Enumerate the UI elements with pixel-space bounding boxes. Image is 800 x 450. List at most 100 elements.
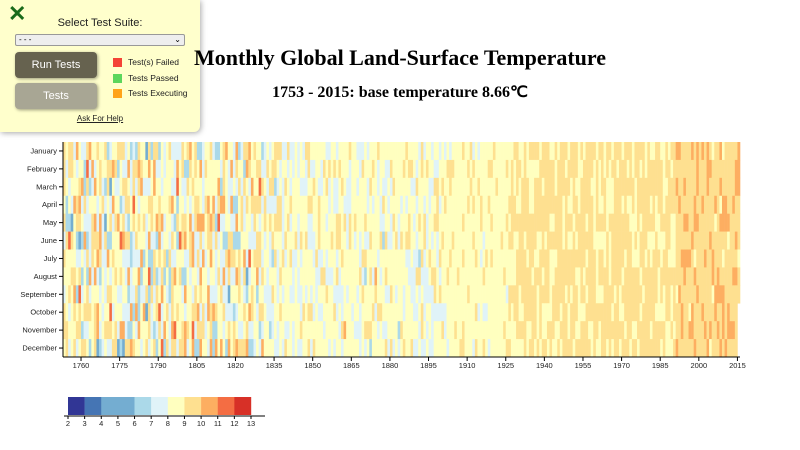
heatmap-cell[interactable] — [608, 339, 612, 358]
heatmap-cell[interactable] — [546, 231, 550, 250]
heatmap-cell[interactable] — [132, 339, 136, 358]
heatmap-cell[interactable] — [564, 142, 568, 161]
heatmap-cell[interactable] — [675, 267, 679, 286]
heatmap-cell[interactable] — [137, 267, 141, 286]
heatmap-cell[interactable] — [487, 249, 491, 268]
heatmap-cell[interactable] — [570, 142, 573, 161]
heatmap-cell[interactable] — [253, 303, 257, 322]
heatmap-cell[interactable] — [513, 177, 517, 197]
heatmap-cell[interactable] — [310, 142, 313, 161]
heatmap-cell[interactable] — [601, 213, 604, 232]
heatmap-cell[interactable] — [714, 267, 718, 286]
heatmap-cell[interactable] — [322, 339, 326, 358]
heatmap-cell[interactable] — [431, 285, 434, 304]
heatmap-cell[interactable] — [683, 303, 687, 322]
heatmap-cell[interactable] — [413, 285, 416, 304]
heatmap-cell[interactable] — [86, 321, 90, 340]
heatmap-cell[interactable] — [284, 159, 288, 179]
heatmap-cell[interactable] — [709, 142, 712, 161]
heatmap-cell[interactable] — [320, 177, 324, 197]
heatmap-cell[interactable] — [593, 285, 597, 304]
heatmap-cell[interactable] — [678, 231, 682, 250]
heatmap-cell[interactable] — [96, 195, 100, 214]
heatmap-cell[interactable] — [405, 267, 409, 286]
heatmap-cell[interactable] — [256, 249, 259, 268]
heatmap-cell[interactable] — [322, 142, 326, 161]
heatmap-cell[interactable] — [613, 177, 617, 197]
heatmap-cell[interactable] — [137, 142, 141, 161]
heatmap-cell[interactable] — [626, 177, 630, 197]
heatmap-cell[interactable] — [186, 231, 190, 250]
heatmap-cell[interactable] — [420, 321, 424, 340]
heatmap-cell[interactable] — [498, 303, 501, 322]
heatmap-cell[interactable] — [207, 267, 211, 286]
heatmap-cell[interactable] — [114, 267, 118, 286]
heatmap-cell[interactable] — [657, 249, 661, 268]
heatmap-cell[interactable] — [127, 249, 131, 268]
heatmap-cell[interactable] — [243, 303, 247, 322]
heatmap-cell[interactable] — [163, 195, 167, 214]
heatmap-cell[interactable] — [261, 142, 265, 161]
heatmap-cell[interactable] — [140, 231, 144, 250]
heatmap-cell[interactable] — [371, 142, 375, 161]
heatmap-cell[interactable] — [209, 321, 213, 340]
heatmap-cell[interactable] — [263, 249, 267, 268]
heatmap-cell[interactable] — [644, 195, 648, 214]
heatmap-cell[interactable] — [405, 339, 409, 358]
heatmap-cell[interactable] — [343, 177, 347, 197]
heatmap-cell[interactable] — [75, 267, 79, 286]
heatmap-cell[interactable] — [183, 339, 187, 358]
heatmap-cell[interactable] — [222, 339, 226, 358]
heatmap-cell[interactable] — [528, 195, 532, 214]
heatmap-cell[interactable] — [217, 177, 221, 197]
heatmap-cell[interactable] — [292, 321, 295, 340]
heatmap-cell[interactable] — [608, 285, 612, 304]
heatmap-cell[interactable] — [292, 195, 295, 214]
heatmap-cell[interactable] — [377, 142, 380, 161]
heatmap-cell[interactable] — [675, 213, 679, 232]
heatmap-cell[interactable] — [410, 339, 414, 358]
heatmap-cell[interactable] — [683, 142, 687, 161]
heatmap-cell[interactable] — [400, 195, 404, 214]
heatmap-cell[interactable] — [73, 213, 77, 232]
heatmap-cell[interactable] — [81, 267, 84, 286]
heatmap-cell[interactable] — [521, 142, 525, 161]
heatmap-cell[interactable] — [256, 231, 259, 250]
heatmap-cell[interactable] — [593, 303, 597, 322]
heatmap-cell[interactable] — [405, 177, 409, 197]
heatmap-cell[interactable] — [397, 339, 401, 358]
heatmap-cell[interactable] — [492, 177, 496, 197]
heatmap-cell[interactable] — [189, 177, 192, 197]
heatmap-cell[interactable] — [639, 249, 643, 268]
heatmap-cell[interactable] — [86, 303, 90, 322]
heatmap-cell[interactable] — [438, 321, 442, 340]
heatmap-cell[interactable] — [341, 159, 344, 179]
heatmap-cell[interactable] — [70, 213, 74, 232]
heatmap-cell[interactable] — [250, 213, 254, 232]
heatmap-cell[interactable] — [472, 249, 476, 268]
heatmap-cell[interactable] — [693, 142, 697, 161]
heatmap-cell[interactable] — [634, 267, 638, 286]
heatmap-cell[interactable] — [451, 339, 455, 358]
heatmap-cell[interactable] — [266, 231, 270, 250]
heatmap-cell[interactable] — [137, 303, 141, 322]
heatmap-cell[interactable] — [516, 195, 519, 214]
heatmap-cell[interactable] — [655, 231, 658, 250]
heatmap-cell[interactable] — [106, 303, 110, 322]
heatmap-cell[interactable] — [297, 231, 301, 250]
heatmap-cell[interactable] — [253, 285, 257, 304]
heatmap-cell[interactable] — [528, 159, 532, 179]
heatmap-cell[interactable] — [346, 213, 350, 232]
heatmap-cell[interactable] — [557, 177, 561, 197]
heatmap-cell[interactable] — [70, 303, 74, 322]
heatmap-cell[interactable] — [147, 285, 151, 304]
heatmap-cell[interactable] — [279, 267, 283, 286]
heatmap-cell[interactable] — [289, 339, 293, 358]
heatmap-cell[interactable] — [268, 159, 272, 179]
heatmap-cell[interactable] — [258, 142, 262, 161]
heatmap-cell[interactable] — [402, 231, 406, 250]
heatmap-cell[interactable] — [680, 142, 684, 161]
heatmap-cell[interactable] — [611, 285, 615, 304]
heatmap-cell[interactable] — [317, 195, 321, 214]
heatmap-cell[interactable] — [567, 249, 571, 268]
